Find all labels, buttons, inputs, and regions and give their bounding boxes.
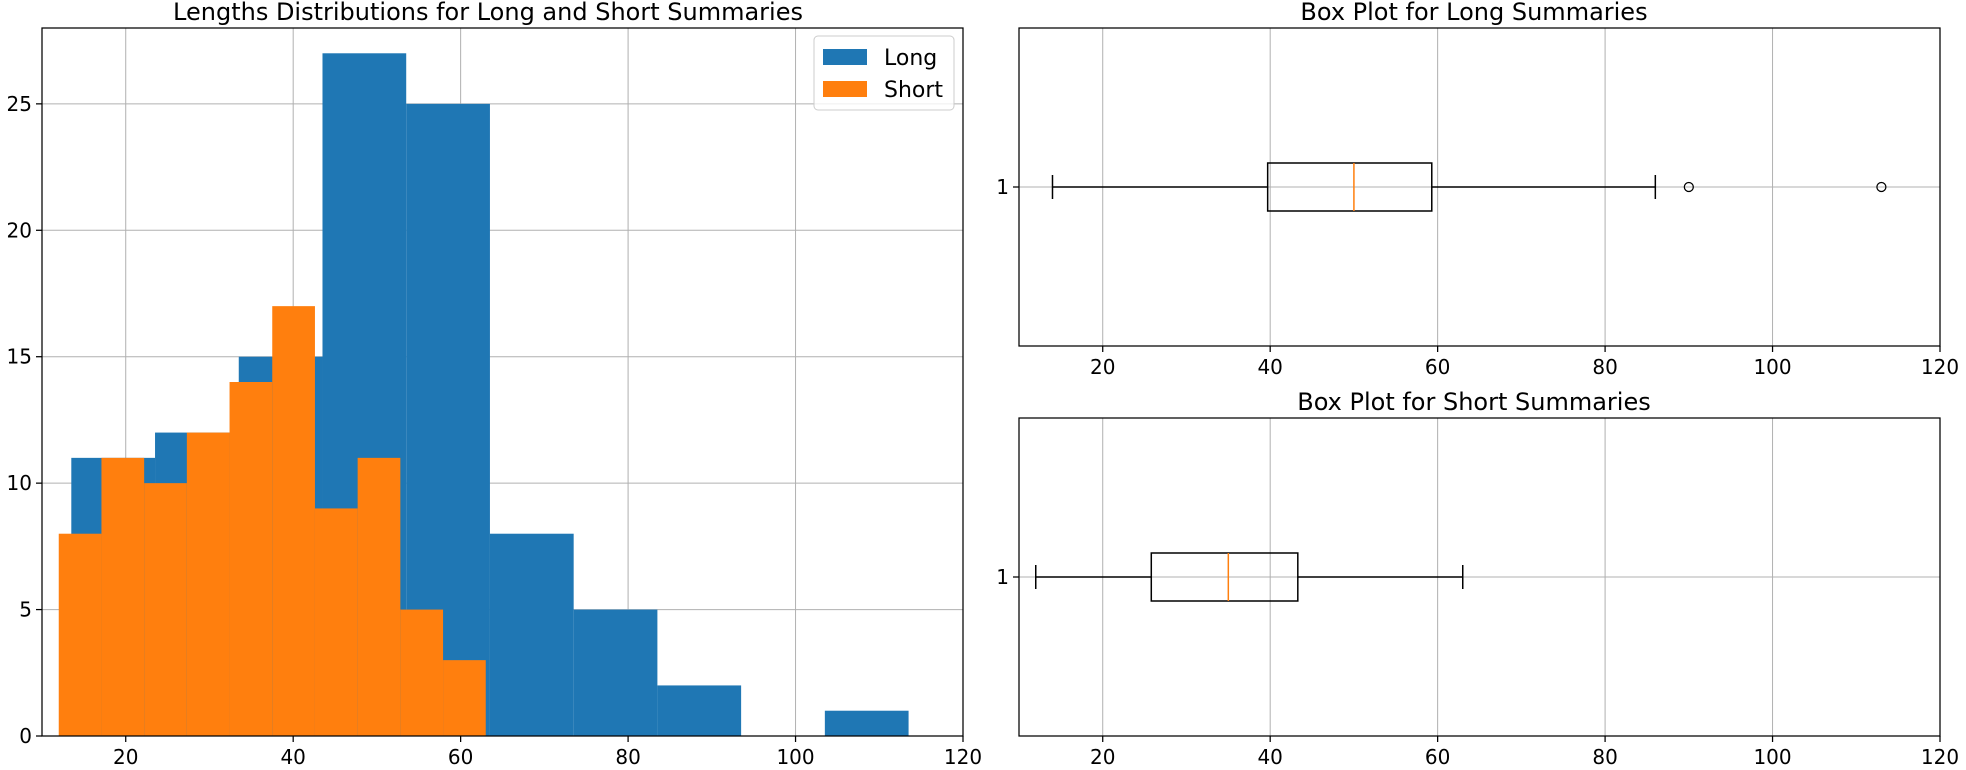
hist-bar-short xyxy=(314,508,358,736)
y-tick-label: 10 xyxy=(7,471,32,495)
box-plot-long-ticks: 20 40 60 80 100 120 1 xyxy=(996,175,1959,379)
histogram-frame xyxy=(41,27,964,737)
box-plot-short-marks xyxy=(1034,552,1464,602)
box-plot-long-title: Box Plot for Long Summaries xyxy=(1300,0,1647,26)
y-tick-label: 15 xyxy=(7,345,32,369)
histogram-panel: Lengths Distributions for Long and Short… xyxy=(7,0,983,769)
x-tick-label: 80 xyxy=(1592,745,1617,769)
histogram-ticks: 20 40 60 80 100 120 0 5 10 15 20 25 xyxy=(7,92,983,769)
hist-bar-short xyxy=(101,457,145,736)
y-tick-label: 20 xyxy=(7,218,32,242)
hist-bar-short xyxy=(58,533,102,736)
box-plot-long-frame xyxy=(1018,27,1941,347)
legend-swatch-short xyxy=(823,81,867,97)
x-tick-label: 80 xyxy=(1592,355,1617,379)
hist-bar-long xyxy=(824,710,909,736)
y-tick-label: 1 xyxy=(996,565,1009,589)
histogram-bars xyxy=(58,53,909,737)
legend-swatch-long xyxy=(823,49,867,65)
hist-bar-short xyxy=(186,432,230,736)
x-tick-label: 80 xyxy=(615,745,640,769)
box-plot-short-frame xyxy=(1018,417,1941,737)
box-plot-short-panel: Box Plot for Short Summaries 20 40 60 80 100… xyxy=(996,388,1959,769)
hist-bar-long xyxy=(489,533,574,736)
x-tick-label: 40 xyxy=(1257,745,1282,769)
x-tick-label: 20 xyxy=(1090,745,1115,769)
hist-bar-short xyxy=(400,609,444,736)
x-tick-label: 100 xyxy=(776,745,814,769)
y-tick-label: 25 xyxy=(7,92,32,116)
box-plot-short-ticks: 20 40 60 80 100 120 1 xyxy=(996,565,1959,769)
box-plot-long-flier xyxy=(1683,181,1694,193)
legend-label-short: Short xyxy=(884,78,943,103)
hist-bar-short xyxy=(229,382,273,736)
box-plot-short-title: Box Plot for Short Summaries xyxy=(1297,388,1650,416)
box-plot-long-panel: Box Plot for Long Summaries 20 40 60 80 100 1… xyxy=(996,0,1959,379)
y-tick-label: 0 xyxy=(19,724,32,748)
box-plot-short-box xyxy=(1150,552,1299,602)
box-plot-long-box xyxy=(1266,162,1433,212)
x-tick-label: 60 xyxy=(448,745,473,769)
x-tick-label: 20 xyxy=(1090,355,1115,379)
x-tick-label: 40 xyxy=(1257,355,1282,379)
box-plot-short-grid xyxy=(1019,418,1941,736)
box-plot-long-marks xyxy=(1051,162,1887,212)
x-tick-label: 120 xyxy=(944,745,982,769)
hist-bar-short xyxy=(443,660,486,736)
box-plot-long-flier xyxy=(1876,181,1887,193)
legend-label-long: Long xyxy=(884,46,937,71)
x-tick-label: 20 xyxy=(113,745,138,769)
x-tick-label: 60 xyxy=(1425,745,1450,769)
histogram-title: Lengths Distributions for Long and Short… xyxy=(173,0,803,26)
hist-bar-short xyxy=(144,483,187,736)
y-tick-label: 5 xyxy=(19,598,32,622)
x-tick-label: 60 xyxy=(1425,355,1450,379)
x-tick-label: 100 xyxy=(1753,745,1791,769)
hist-bar-short xyxy=(272,306,315,736)
x-tick-label: 40 xyxy=(280,745,305,769)
hist-bar-long xyxy=(573,609,658,736)
y-tick-label: 1 xyxy=(996,175,1009,199)
hist-bar-long xyxy=(657,685,742,736)
x-tick-label: 100 xyxy=(1753,355,1791,379)
legend[interactable]: Long Short xyxy=(813,35,955,111)
x-tick-label: 120 xyxy=(1921,355,1959,379)
x-tick-label: 120 xyxy=(1921,745,1959,769)
hist-bar-short xyxy=(357,457,401,736)
